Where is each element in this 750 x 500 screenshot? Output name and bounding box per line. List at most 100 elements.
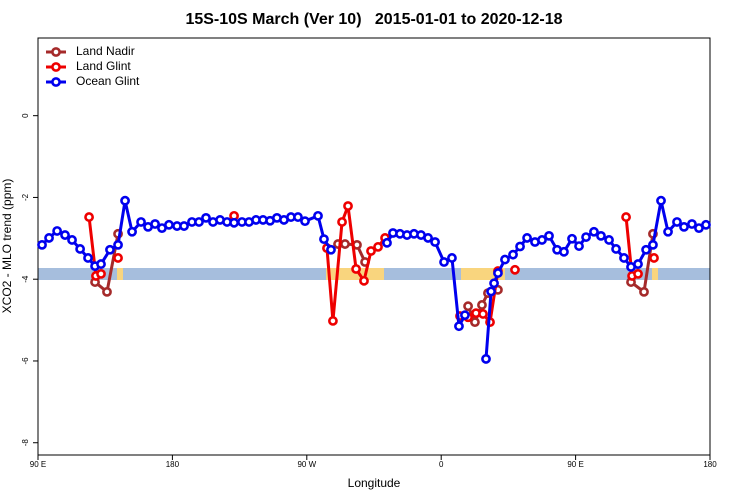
data-point bbox=[508, 249, 518, 260]
data-point bbox=[537, 235, 547, 245]
data-point bbox=[75, 244, 86, 254]
data-point bbox=[293, 212, 303, 222]
data-point bbox=[633, 259, 643, 269]
x-tick-label: 180 bbox=[166, 460, 180, 469]
data-point bbox=[127, 226, 137, 237]
data-point bbox=[136, 217, 146, 227]
data-point bbox=[300, 216, 310, 227]
data-point bbox=[663, 226, 673, 237]
data-point bbox=[179, 221, 189, 231]
data-point bbox=[194, 217, 204, 227]
data-point bbox=[454, 321, 464, 332]
x-tick-label: 180 bbox=[703, 460, 717, 469]
data-point bbox=[337, 217, 347, 227]
x-tick-label: 90 E bbox=[567, 460, 583, 469]
data-point bbox=[359, 275, 369, 286]
data-point bbox=[656, 195, 666, 206]
data-point bbox=[373, 242, 383, 252]
data-point bbox=[581, 232, 591, 242]
data-point bbox=[83, 253, 93, 263]
legend-marker bbox=[51, 47, 61, 57]
y-tick-label: -4 bbox=[21, 275, 30, 283]
data-point bbox=[567, 233, 577, 244]
y-axis-label: XCO2 - MLO trend (ppm) bbox=[0, 179, 14, 314]
chart-title: 15S-10S March (Ver 10) 2015-01-01 to 202… bbox=[185, 11, 562, 28]
y-tick-label: -2 bbox=[21, 193, 30, 201]
data-point bbox=[343, 201, 353, 211]
y-tick-label: -8 bbox=[21, 439, 30, 447]
legend-marker bbox=[51, 77, 61, 87]
data-point bbox=[105, 244, 115, 255]
data-point bbox=[430, 237, 440, 247]
data-point bbox=[351, 264, 361, 274]
data-point bbox=[500, 254, 510, 265]
data-point bbox=[382, 237, 392, 248]
data-point bbox=[619, 253, 629, 263]
data-point bbox=[67, 235, 77, 245]
data-point bbox=[633, 268, 643, 279]
data-point bbox=[328, 316, 338, 326]
data-point bbox=[649, 253, 659, 263]
data-point bbox=[641, 244, 651, 255]
data-point bbox=[687, 219, 697, 229]
data-point bbox=[52, 226, 63, 236]
data-point bbox=[463, 301, 473, 312]
data-point bbox=[604, 235, 614, 245]
data-point bbox=[96, 259, 106, 269]
data-point bbox=[679, 221, 689, 232]
land-band bbox=[117, 268, 123, 280]
data-point bbox=[477, 300, 487, 310]
legend-label: Land Nadir bbox=[76, 44, 135, 58]
data-point bbox=[510, 264, 520, 275]
data-point bbox=[639, 286, 649, 297]
data-point bbox=[648, 239, 658, 250]
data-point bbox=[319, 234, 329, 245]
data-point bbox=[489, 278, 499, 289]
data-point bbox=[37, 239, 47, 250]
data-point bbox=[150, 219, 160, 229]
legend-marker bbox=[51, 62, 61, 72]
x-tick-label: 90 E bbox=[30, 460, 46, 469]
data-point bbox=[120, 195, 130, 206]
legend-label: Land Glint bbox=[76, 59, 131, 73]
data-point bbox=[589, 226, 599, 237]
data-point bbox=[44, 233, 54, 243]
data-point bbox=[460, 310, 470, 321]
data-point bbox=[611, 244, 621, 254]
data-point bbox=[102, 286, 112, 297]
data-point bbox=[621, 212, 631, 222]
data-point bbox=[493, 268, 503, 278]
land-band bbox=[652, 268, 658, 280]
x-tick-label: 90 W bbox=[297, 460, 316, 469]
data-point bbox=[672, 217, 682, 227]
data-point bbox=[229, 217, 239, 228]
data-point bbox=[201, 212, 211, 223]
data-point bbox=[515, 241, 525, 252]
x-axis-label: Longitude bbox=[348, 476, 401, 490]
data-point bbox=[366, 246, 376, 256]
data-point bbox=[574, 241, 584, 251]
data-point bbox=[113, 239, 123, 250]
data-point bbox=[340, 239, 350, 249]
data-point bbox=[447, 253, 457, 263]
data-point bbox=[60, 230, 70, 240]
data-point bbox=[470, 317, 480, 328]
surface-band bbox=[38, 268, 710, 280]
data-point bbox=[326, 244, 336, 255]
data-point bbox=[544, 230, 554, 241]
data-point bbox=[96, 268, 106, 279]
data-point bbox=[596, 230, 606, 241]
y-tick-label: -6 bbox=[21, 357, 30, 365]
data-point bbox=[481, 354, 491, 364]
data-point bbox=[701, 219, 711, 230]
y-tick-label: 0 bbox=[21, 113, 30, 118]
data-point bbox=[113, 253, 123, 263]
data-point bbox=[313, 210, 323, 221]
data-point bbox=[84, 212, 94, 222]
data-point bbox=[559, 246, 569, 257]
data-point bbox=[486, 286, 496, 297]
legend-label: Ocean Glint bbox=[76, 74, 140, 88]
